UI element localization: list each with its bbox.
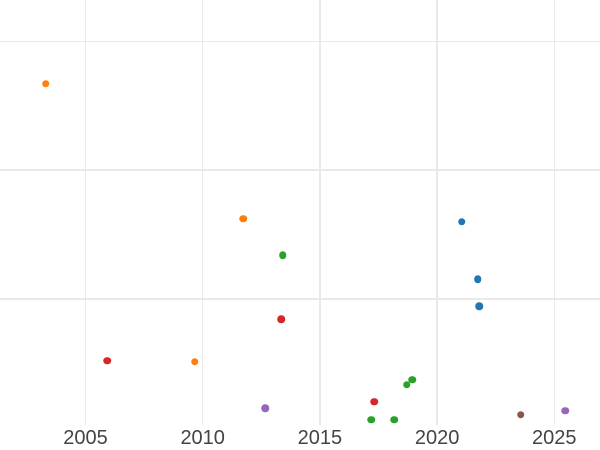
horizontal-gridline: [0, 298, 600, 300]
scatter-point-orange: [191, 358, 199, 366]
x-tick-label: 2005: [63, 427, 108, 449]
scatter-point-orange: [42, 80, 50, 88]
vertical-gridline: [553, 0, 556, 425]
x-tick-label: 2025: [532, 427, 577, 449]
scatter-point-green: [402, 381, 411, 389]
scatter-point-green: [278, 251, 287, 259]
horizontal-gridline: [0, 40, 600, 43]
x-tick-label: 2015: [297, 427, 343, 449]
x-tick-label: 2010: [180, 427, 225, 449]
vertical-gridline: [84, 0, 87, 425]
scatter-point-red: [103, 356, 111, 365]
scatter-point-green: [390, 415, 398, 424]
vertical-gridline: [319, 0, 321, 425]
scatter-point-blue: [458, 217, 466, 226]
scatter-point-green: [408, 376, 416, 384]
horizontal-gridline: [0, 169, 600, 171]
scatter-point-brown: [516, 410, 525, 419]
scatter-point-orange: [239, 215, 247, 223]
scatter-point-purple: [561, 406, 569, 415]
scatter-point-blue: [475, 302, 483, 311]
scatter-point-purple: [261, 404, 269, 412]
vertical-gridline: [436, 0, 438, 425]
vertical-gridline: [201, 0, 204, 425]
scatter-point-green: [367, 415, 375, 424]
scatter-point-red: [277, 315, 285, 324]
x-tick-label: 2020: [414, 427, 460, 449]
scatter-point-blue: [473, 275, 482, 284]
scatter-point-red: [370, 397, 378, 406]
